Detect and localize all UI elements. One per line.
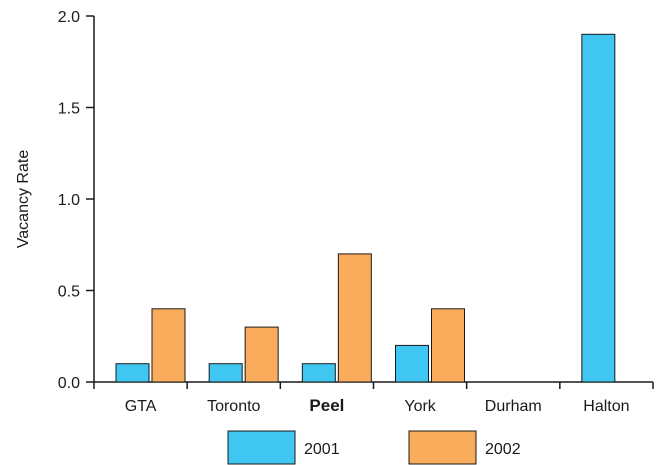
y-tick-labels: 0.0 0.5 1.0 1.5 2.0 — [58, 9, 80, 392]
bar-2002-peel — [337, 253, 372, 383]
bar-2002-york — [431, 308, 465, 383]
bar-2001-peel — [301, 363, 336, 383]
y-tick-label: 0.5 — [58, 284, 80, 301]
bar-2002-toronto — [244, 326, 279, 383]
y-axis-label: Vacancy Rate — [15, 150, 32, 249]
bar-2001-gta — [115, 363, 150, 383]
x-tick-label-york: York — [404, 398, 436, 415]
bar-2001-halton — [581, 33, 616, 383]
legend-swatch-2001 — [227, 430, 296, 465]
bar-2001-toronto — [208, 363, 243, 383]
x-tick-label-halton: Halton — [583, 398, 629, 415]
legend: 2001 2002 — [227, 430, 521, 465]
legend-label-2001: 2001 — [304, 441, 340, 458]
bar-2002-gta — [151, 308, 186, 383]
x-tick-labels: GTA Toronto Peel York Durham Halton — [125, 396, 630, 415]
x-tick-label-durham: Durham — [485, 398, 542, 415]
x-tick-label-peel: Peel — [309, 396, 344, 415]
y-tick-label: 1.0 — [58, 192, 80, 209]
chart-bars — [115, 33, 616, 383]
bar-2001-york — [395, 344, 429, 383]
y-tick-label: 0.0 — [58, 375, 80, 392]
y-tick-label: 1.5 — [58, 101, 80, 118]
legend-swatch-2002 — [408, 430, 477, 465]
y-tick-label: 2.0 — [58, 9, 80, 26]
chart-axes — [86, 15, 654, 389]
legend-label-2002: 2002 — [485, 441, 521, 458]
x-tick-label-toronto: Toronto — [207, 398, 260, 415]
x-tick-label-gta: GTA — [125, 398, 157, 415]
